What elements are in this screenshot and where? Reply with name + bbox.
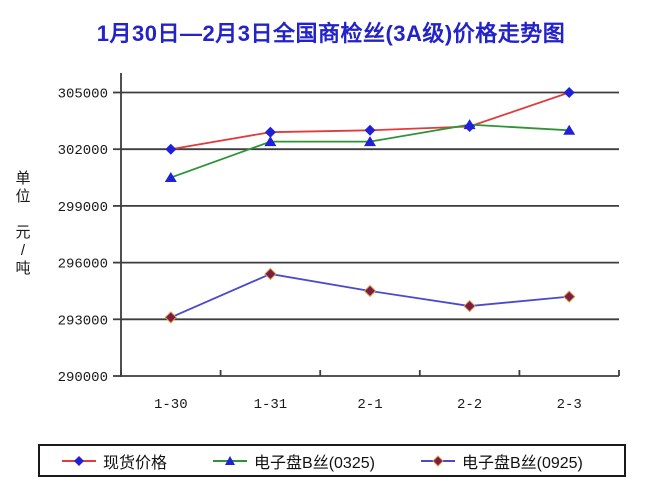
x-tick-label: 2-1 <box>357 397 382 413</box>
chart-title: 1月30日—2月3日全国商检丝(3A级)价格走势图 <box>96 21 566 46</box>
data-point-marker <box>264 126 276 138</box>
y-tick-label: 302000 <box>58 143 108 159</box>
y-axis-unit-label: 单 位 元 / 吨 <box>15 170 31 277</box>
x-tick-label: 2-2 <box>457 397 482 413</box>
data-point-marker <box>563 124 576 135</box>
y-tick-label: 293000 <box>58 313 108 329</box>
legend-marker-triangle-icon <box>213 455 248 465</box>
data-point-marker <box>463 119 476 130</box>
data-point-marker <box>264 267 277 281</box>
x-tick-label: 1-30 <box>154 397 188 413</box>
data-point-marker <box>165 143 177 155</box>
data-point-marker <box>463 299 476 313</box>
data-point-marker <box>562 290 576 303</box>
y-tick-label: 299000 <box>58 200 108 216</box>
legend-item-2: 电子盘B丝(0925) <box>420 449 583 473</box>
legend-marker-diamond-icon <box>420 454 455 467</box>
data-point-marker <box>264 136 277 147</box>
x-tick-label: 1-31 <box>254 397 288 413</box>
legend: 现货价格 电子盘B丝(0325) 电子盘B丝(0925) <box>38 444 626 477</box>
legend-item-0: 现货价格 <box>62 449 167 473</box>
y-tick-label: 296000 <box>58 257 108 273</box>
legend-label: 现货价格 <box>103 454 168 472</box>
y-tick-label: 305000 <box>58 87 108 103</box>
data-point-marker <box>364 124 376 136</box>
data-point-marker <box>164 172 177 183</box>
data-point-marker <box>563 87 575 98</box>
data-point-marker <box>363 284 377 298</box>
y-tick-label: 290000 <box>58 370 108 386</box>
legend-label: 电子盘B丝(0325) <box>254 454 375 472</box>
x-tick-label: 2-3 <box>557 397 582 413</box>
legend-label: 电子盘B丝(0925) <box>461 454 583 472</box>
legend-marker-diamond-icon <box>62 455 96 466</box>
data-point-marker <box>364 136 376 147</box>
data-point-marker <box>164 311 178 324</box>
legend-item-1: 电子盘B丝(0325) <box>213 449 375 473</box>
